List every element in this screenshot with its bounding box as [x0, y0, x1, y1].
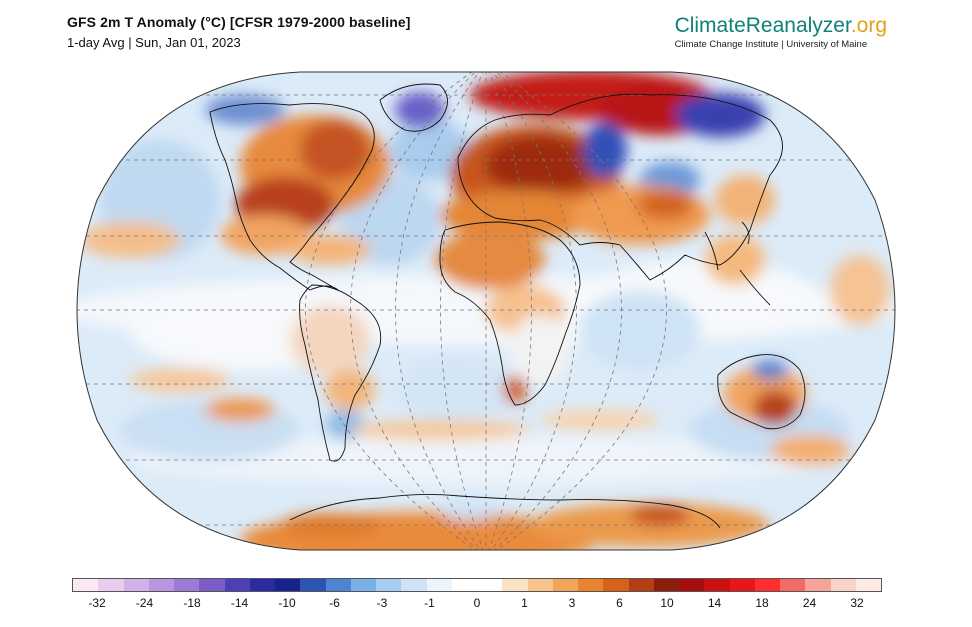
colorbar-segment [477, 579, 503, 591]
globe-outline [76, 71, 896, 551]
anomaly-colorbar [72, 578, 882, 592]
colorbar-tick-label: 6 [616, 596, 623, 610]
map-subtitle: 1-day Avg | Sun, Jan 01, 2023 [67, 35, 241, 50]
colorbar-segment [729, 579, 755, 591]
colorbar-tick-label: -24 [135, 596, 154, 610]
graticule [77, 72, 895, 550]
colorbar-segment [754, 579, 780, 591]
colorbar-segment [603, 579, 629, 591]
colorbar-tick-label: -18 [183, 596, 201, 610]
colorbar-tick-label: -10 [278, 596, 296, 610]
colorbar-segment [552, 579, 578, 591]
colorbar-tick-label: -32 [88, 596, 106, 610]
colorbar-segment [199, 579, 225, 591]
colorbar-segment [451, 579, 477, 591]
colorbar-tick-label: 1 [521, 596, 528, 610]
colorbar-tick-label: 3 [568, 596, 576, 610]
colorbar-segment [805, 579, 831, 591]
colorbar-segment [376, 579, 402, 591]
colorbar-segment [401, 579, 427, 591]
anomaly-field [77, 72, 895, 550]
colorbar-segment [174, 579, 200, 591]
brand-name-main: ClimateReanalyzer [674, 14, 851, 37]
coastlines [209, 83, 806, 529]
colorbar-tick-label: -6 [329, 596, 340, 610]
brand-name-tld: .org [850, 14, 887, 37]
brand-tagline: Climate Change Institute | University of… [674, 39, 868, 50]
colorbar-segment [830, 579, 856, 591]
colorbar-tick-label: 18 [755, 596, 769, 610]
brand-name: ClimateReanalyzer.org [675, 14, 887, 38]
colorbar-segment [148, 579, 174, 591]
colorbar-tick-label: 14 [707, 596, 722, 610]
colorbar-tick-label: 24 [802, 596, 817, 610]
colorbar-segment [527, 579, 553, 591]
colorbar-segment [653, 579, 679, 591]
colorbar-segment [350, 579, 376, 591]
colorbar-segment [578, 579, 604, 591]
colorbar-segment [224, 579, 250, 591]
colorbar-segment [98, 579, 124, 591]
colorbar-tick-label: -1 [424, 596, 435, 610]
map-title: GFS 2m T Anomaly (°C) [CFSR 1979-2000 ba… [67, 14, 411, 30]
colorbar-segment [300, 579, 326, 591]
colorbar-segment [249, 579, 275, 591]
colorbar-tick-label: -3 [376, 596, 388, 610]
colorbar-segment [780, 579, 806, 591]
colorbar-tick-label: 32 [850, 596, 864, 610]
colorbar-segment [628, 579, 654, 591]
colorbar-segment [325, 579, 351, 591]
brand-logo[interactable]: ClimateReanalyzer.org Climate Change Ins… [675, 14, 887, 50]
colorbar-tick-label: 10 [660, 596, 674, 610]
colorbar-segment [73, 579, 99, 591]
colorbar-segment [855, 579, 881, 591]
colorbar-segment [123, 579, 149, 591]
colorbar-segment [275, 579, 301, 591]
colorbar-tick-label: 0 [473, 596, 481, 610]
colorbar-segment [679, 579, 705, 591]
colorbar-segment [426, 579, 452, 591]
colorbar-tick-label: -14 [230, 596, 249, 610]
colorbar-tick-labels: -32 -24 -18 -14 -10 -6 -3 -1 0 1 3 6 10 14 18 24 32 [72, 596, 882, 614]
colorbar-segment [704, 579, 730, 591]
colorbar-segment [502, 579, 528, 591]
